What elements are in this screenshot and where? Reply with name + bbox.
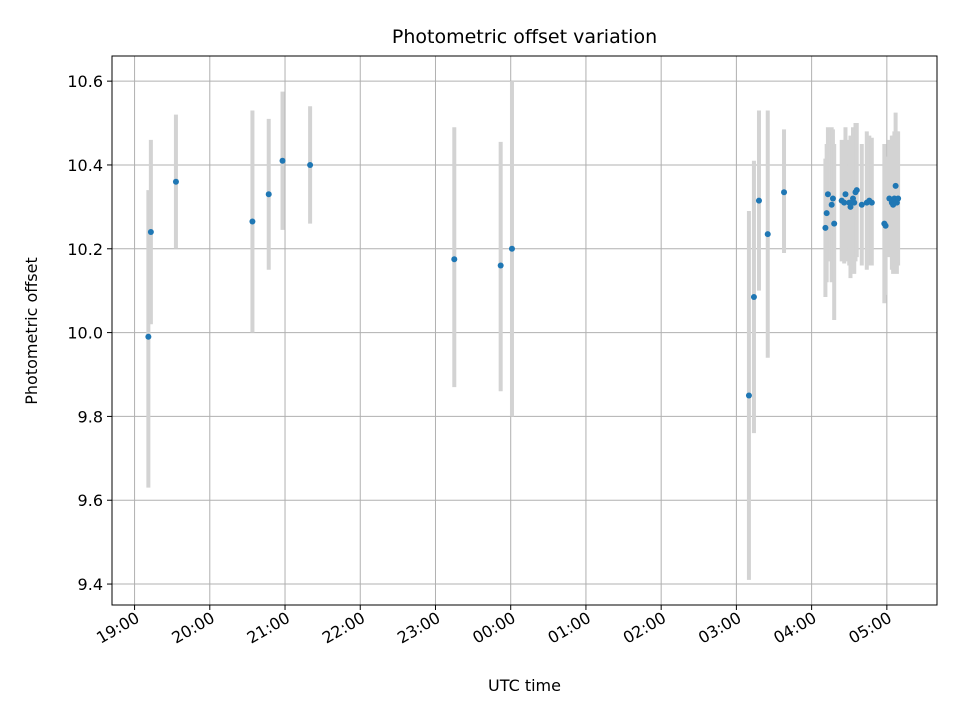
data-point — [172, 178, 179, 185]
data-point — [829, 195, 836, 202]
y-axis-title: Photometric offset — [22, 257, 41, 405]
data-point — [265, 191, 272, 198]
x-axis-title: UTC time — [488, 676, 561, 695]
data-point — [882, 222, 889, 229]
data-point — [822, 224, 829, 231]
data-point — [781, 189, 788, 196]
y-tick-label: 10.0 — [67, 324, 103, 343]
data-point — [755, 197, 762, 204]
data-point — [892, 182, 899, 189]
data-point — [842, 191, 849, 198]
y-tick-label: 9.4 — [78, 575, 103, 594]
data-point — [841, 199, 848, 206]
data-point — [147, 229, 154, 236]
data-point — [750, 293, 757, 300]
data-point — [851, 199, 858, 206]
data-point — [868, 199, 875, 206]
data-point — [824, 191, 831, 198]
point-layer — [145, 157, 902, 399]
data-point — [307, 161, 314, 168]
data-point — [145, 333, 152, 340]
plot-frame — [111, 55, 938, 606]
data-point — [858, 201, 865, 208]
y-tick-label: 9.6 — [78, 491, 103, 510]
y-tick-label: 10.2 — [67, 240, 103, 259]
y-tick-label: 10.6 — [67, 72, 103, 91]
data-point — [895, 195, 902, 202]
chart-title: Photometric offset variation — [392, 26, 657, 48]
data-point — [847, 203, 854, 210]
data-point — [745, 392, 752, 399]
data-point — [828, 201, 835, 208]
data-point — [853, 187, 860, 194]
data-point — [823, 210, 830, 217]
data-point — [279, 157, 286, 164]
data-point — [831, 220, 838, 227]
data-point — [249, 218, 256, 225]
data-point — [497, 262, 504, 269]
data-point — [764, 231, 771, 238]
y-tick-label: 9.8 — [78, 407, 103, 426]
data-point — [508, 245, 515, 252]
data-point — [451, 256, 458, 263]
y-tick-label: 10.4 — [67, 156, 103, 175]
